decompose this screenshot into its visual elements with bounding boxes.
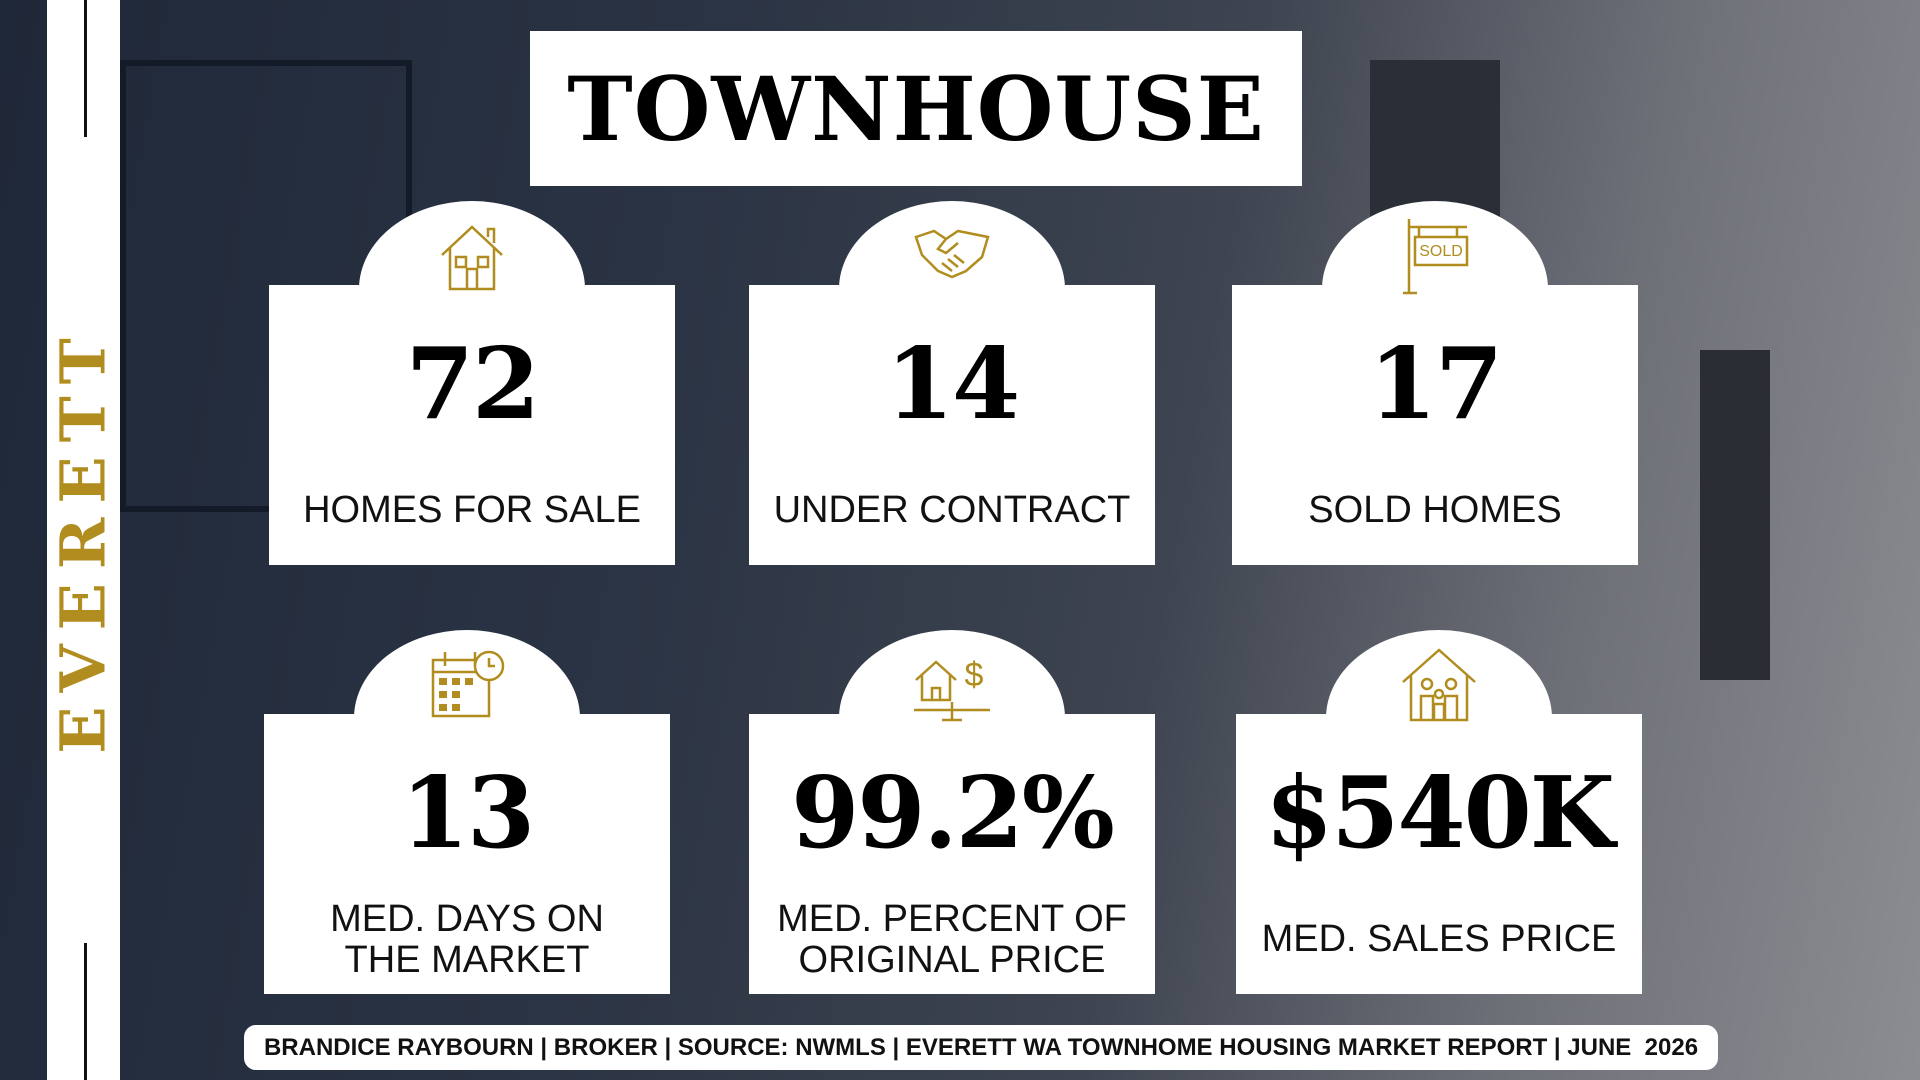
side-rule [84, 943, 87, 1080]
card-icon [431, 650, 505, 718]
stat-label: HOMES FOR SALE [303, 489, 641, 531]
card-body [1232, 285, 1638, 565]
card-icon: $ [914, 656, 990, 722]
side-strip [47, 0, 120, 1080]
card-body [1236, 714, 1642, 994]
side-label: EVERETT [46, 324, 120, 754]
stat-value: 14 [885, 327, 1020, 442]
stat-label: MED. SALES PRICE [1261, 918, 1617, 960]
side-rule [84, 0, 87, 137]
card-icon: SOLD [1403, 219, 1469, 295]
sign-text: SOLD [1419, 243, 1463, 260]
background-door [1700, 350, 1770, 680]
stat-value: 72 [405, 327, 540, 442]
stat-card: 14 UNDER CONTRACT [749, 201, 1155, 565]
stat-value: $540K [1265, 756, 1615, 871]
card-body [749, 714, 1155, 994]
stat-value: 13 [400, 756, 535, 871]
footer: BRANDICE RAYBOURN | BROKER | SOURCE: NWM… [244, 1025, 1718, 1070]
stat-value: 99.2% [791, 756, 1115, 871]
stat-label: ORIGINAL PRICE [798, 939, 1106, 981]
card-icon [441, 225, 503, 291]
stat-card: $540K MED. SALES PRICE [1236, 630, 1642, 994]
card-icon [914, 229, 990, 279]
stat-card: $ 99.2% MED. PERCENT OF ORIGINAL PRICE [749, 630, 1155, 994]
card-icon [1402, 648, 1476, 722]
title-box: TOWNHOUSE [530, 31, 1302, 186]
stat-label: THE MARKET [344, 939, 590, 981]
title: TOWNHOUSE [567, 56, 1265, 161]
stat-label: MED. PERCENT OF [777, 898, 1127, 940]
stat-label: SOLD HOMES [1308, 489, 1562, 531]
stat-value: 17 [1368, 327, 1503, 442]
card-body [264, 714, 670, 994]
stat-card: 72 HOMES FOR SALE [269, 201, 675, 565]
card-body [269, 285, 675, 565]
stat-label: MED. DAYS ON [330, 898, 604, 940]
stat-label: UNDER CONTRACT [773, 489, 1131, 531]
stat-card: SOLD 17 SOLD HOMES [1232, 201, 1638, 565]
stat-card: 13 MED. DAYS ON THE MARKET [264, 630, 670, 994]
svg-text:$: $ [965, 656, 984, 694]
card-body [749, 285, 1155, 565]
